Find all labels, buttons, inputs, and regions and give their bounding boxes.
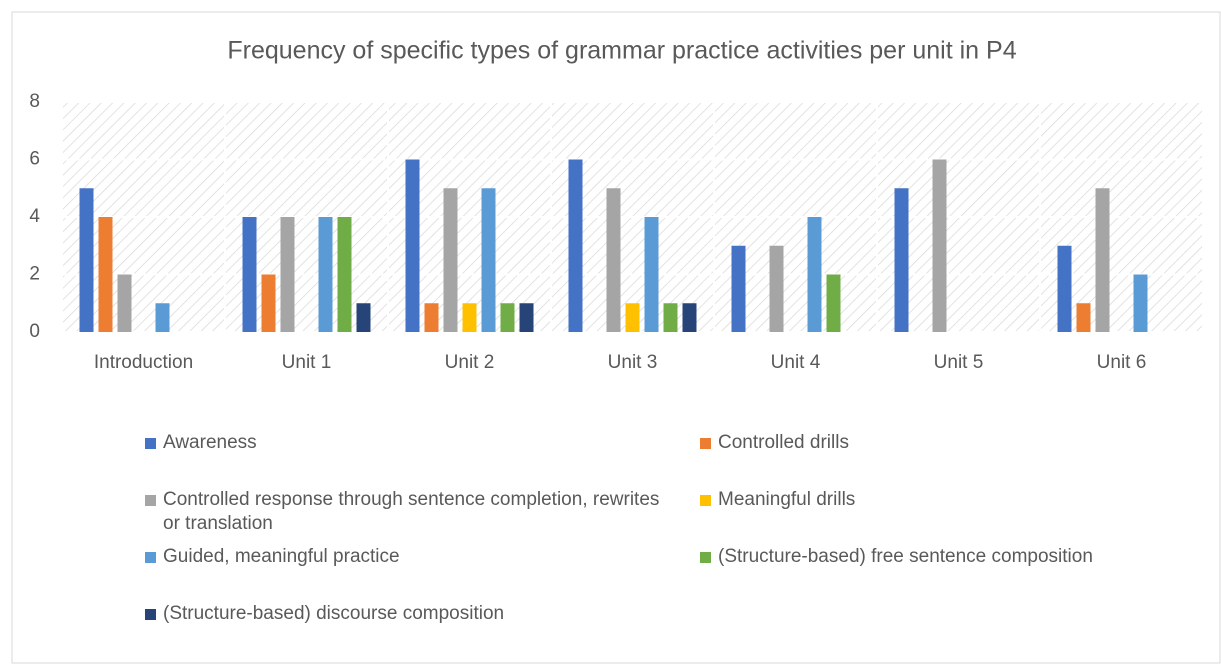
legend-swatch (700, 552, 711, 563)
legend-item: Guided, meaningful practice (145, 545, 665, 569)
bar (807, 217, 822, 332)
bar (117, 274, 132, 332)
legend-item: Awareness (145, 431, 665, 455)
legend-swatch (700, 438, 711, 449)
legend-item: Meaningful drills (700, 488, 1200, 512)
bar (405, 159, 420, 332)
legend-item: (Structure-based) discourse composition (145, 602, 665, 626)
bar (769, 245, 784, 332)
y-tick-label: 8 (29, 91, 40, 112)
bar (568, 159, 583, 332)
x-tick-label: Unit 2 (445, 352, 495, 373)
bar (242, 217, 257, 332)
bar (337, 217, 352, 332)
legend-label: Controlled drills (718, 432, 849, 453)
legend-label: (Structure-based) discourse composition (163, 603, 505, 624)
bar (424, 303, 439, 332)
bar (1133, 274, 1148, 332)
legend-swatch (145, 438, 156, 449)
bar (1076, 303, 1091, 332)
bar (318, 217, 333, 332)
bar (606, 188, 621, 332)
legend-item: Controlled response through sentence com… (145, 488, 665, 536)
bar (731, 245, 746, 332)
legend-label: Controlled response through sentence com… (163, 489, 660, 534)
bar (1095, 188, 1110, 332)
y-tick-label: 4 (29, 206, 40, 227)
bar (682, 303, 697, 332)
x-tick-label: Introduction (94, 352, 193, 373)
x-tick-label: Unit 3 (608, 352, 658, 373)
bar (519, 303, 534, 332)
legend-swatch (700, 495, 711, 506)
bar (155, 303, 170, 332)
legend-swatch (145, 552, 156, 563)
chart-title: Frequency of specific types of grammar p… (227, 37, 1016, 65)
bar (261, 274, 276, 332)
bar (481, 188, 496, 332)
bar (462, 303, 477, 332)
bar (280, 217, 295, 332)
bar (625, 303, 640, 332)
legend-item: Controlled drills (700, 431, 1200, 455)
x-tick-label: Unit 5 (934, 352, 984, 373)
legend-swatch (145, 609, 156, 620)
y-tick-label: 2 (29, 264, 40, 285)
x-tick-label: Unit 6 (1097, 352, 1147, 373)
x-tick-label: Unit 1 (282, 352, 332, 373)
bar (894, 188, 909, 332)
bar (356, 303, 371, 332)
bar (826, 274, 841, 332)
legend-label: Guided, meaningful practice (163, 546, 400, 567)
bar (79, 188, 94, 332)
bar (932, 159, 947, 332)
bar (663, 303, 678, 332)
legend-label: (Structure-based) free sentence composit… (718, 546, 1093, 567)
legend-label: Meaningful drills (718, 489, 856, 510)
y-tick-label: 6 (29, 149, 40, 170)
bar (98, 217, 113, 332)
bar (500, 303, 515, 332)
y-tick-label: 0 (29, 321, 40, 342)
bar (443, 188, 458, 332)
legend-item: (Structure-based) free sentence composit… (700, 545, 1200, 569)
bar (644, 217, 659, 332)
legend-swatch (145, 495, 156, 506)
bar (1057, 245, 1072, 332)
legend-label: Awareness (163, 432, 257, 453)
x-tick-label: Unit 4 (771, 352, 821, 373)
chart-border (11, 11, 1221, 664)
